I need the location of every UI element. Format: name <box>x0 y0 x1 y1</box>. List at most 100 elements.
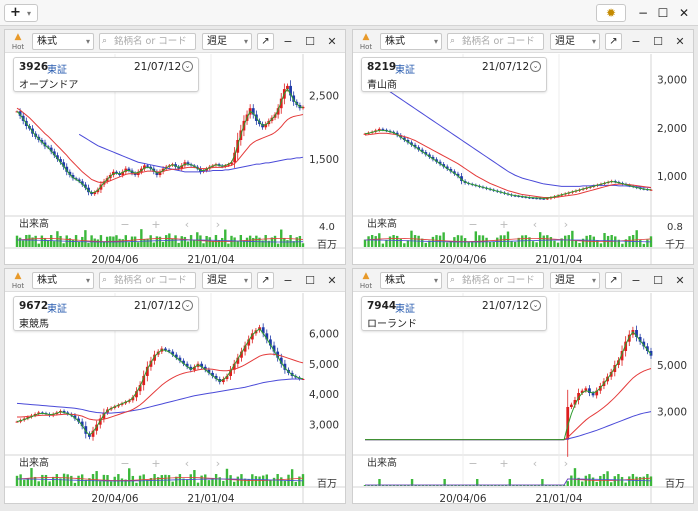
panel-close-button[interactable]: ✕ <box>327 274 337 287</box>
candle-body <box>276 108 280 115</box>
volume-bar <box>472 485 475 486</box>
period-select[interactable]: 週足 ▾ <box>550 272 600 289</box>
add-chart-button[interactable]: + ▾ <box>4 4 38 22</box>
volume-bar <box>560 238 563 247</box>
volume-bar <box>214 474 218 486</box>
volume-bar <box>155 236 159 247</box>
candle-body <box>149 360 153 367</box>
panel-minimize-button[interactable]: − <box>631 35 641 48</box>
hot-icon[interactable]: ▲ Hot <box>359 32 373 51</box>
panel-close-button[interactable]: ✕ <box>327 35 337 48</box>
exchange-label: 東証 <box>395 65 415 76</box>
volume-bar <box>490 485 493 486</box>
volume-bar <box>542 235 545 247</box>
chevron-down-icon[interactable]: ⌄ <box>530 61 541 72</box>
period-select[interactable]: 週足 ▾ <box>550 33 600 50</box>
panel-maximize-button[interactable]: ☐ <box>305 274 315 287</box>
market-select[interactable]: 株式 ▾ <box>32 33 94 50</box>
minimize-window-button[interactable]: − <box>637 6 649 20</box>
panel-minimize-button[interactable]: − <box>631 274 641 287</box>
volume-bar <box>218 477 221 486</box>
price-chart[interactable]: 6,000 5,000 4,000 3,000 百万 20/04/06 21/01/04 出来… <box>5 293 346 504</box>
volume-bar <box>613 476 616 486</box>
volume-bar <box>442 232 445 247</box>
volume-bar <box>245 237 249 247</box>
maximize-window-button[interactable]: ☐ <box>657 6 669 20</box>
volume-bar <box>549 237 553 247</box>
volume-bar <box>531 241 535 247</box>
chevron-down-icon[interactable]: ⌄ <box>530 300 541 311</box>
price-chart[interactable]: 3,000 2,000 1,000 0.8 千万 20/04/06 21/01/04 出来高 −… <box>353 54 694 265</box>
volume-bar <box>649 476 653 486</box>
stock-info-box: 9672 東証 21/07/12 ⌄ 東競馬 <box>13 296 199 331</box>
period-select[interactable]: 週足 ▾ <box>202 33 252 50</box>
candle-body <box>230 162 233 165</box>
volume-bar <box>124 235 128 247</box>
close-window-button[interactable]: ✕ <box>678 6 690 20</box>
candle-body <box>93 192 97 195</box>
market-select[interactable]: 株式 ▾ <box>380 33 442 50</box>
price-chart[interactable]: 5,000 3,000 百万 20/04/06 21/01/04 出来高 − + ‹ › <box>353 293 694 504</box>
volume-bar <box>44 474 48 486</box>
hot-icon[interactable]: ▲ Hot <box>11 271 25 290</box>
volume-bar <box>552 485 555 486</box>
candle-body <box>410 142 413 145</box>
volume-bar <box>381 485 385 486</box>
panel-minimize-button[interactable]: − <box>283 35 293 48</box>
volume-bar <box>443 479 446 486</box>
chevron-down-icon[interactable]: ⌄ <box>182 61 193 72</box>
hot-icon[interactable]: ▲ Hot <box>11 32 25 51</box>
candle-body <box>189 366 193 370</box>
volume-bar <box>217 240 221 247</box>
candle-body <box>283 363 287 370</box>
chevron-down-icon[interactable]: ⌄ <box>182 300 193 311</box>
volume-bar <box>196 482 200 486</box>
candle-body <box>251 108 255 115</box>
candle-body <box>174 354 178 358</box>
stock-info-box: 7944 東証 21/07/12 ⌄ ローランド <box>361 296 547 331</box>
candle-body <box>178 357 182 361</box>
volume-bar <box>77 241 81 247</box>
volume-bar <box>571 230 574 247</box>
search-icon: ⌕ <box>102 275 108 285</box>
search-input[interactable]: ⌕ 銘柄名 or コード <box>99 272 196 289</box>
panel-maximize-button[interactable]: ☐ <box>653 274 663 287</box>
chart-nav-icon: › <box>564 218 568 231</box>
panel-close-button[interactable]: ✕ <box>675 35 685 48</box>
candle-body <box>167 350 171 352</box>
volume-bar <box>526 485 530 486</box>
volume-bar <box>254 476 258 486</box>
settings-button[interactable]: ✹ <box>596 4 626 22</box>
period-select[interactable]: 週足 ▾ <box>202 272 252 289</box>
hot-icon[interactable]: ▲ Hot <box>359 271 373 290</box>
expand-arrow-icon[interactable]: ↗ <box>605 272 622 289</box>
panel-maximize-button[interactable]: ☐ <box>653 35 663 48</box>
expand-arrow-icon[interactable]: ↗ <box>605 33 622 50</box>
volume-bar <box>46 240 50 247</box>
expand-arrow-icon[interactable]: ↗ <box>257 272 274 289</box>
y-tick-label: 5,000 <box>657 360 687 372</box>
volume-bar <box>185 479 189 486</box>
panel-maximize-button[interactable]: ☐ <box>305 35 315 48</box>
search-input[interactable]: ⌕ 銘柄名 or コード <box>447 33 544 50</box>
market-select[interactable]: 株式 ▾ <box>380 272 442 289</box>
volume-bar <box>501 485 504 486</box>
market-select[interactable]: 株式 ▾ <box>32 272 94 289</box>
candle-body <box>146 165 149 167</box>
market-select-label: 株式 <box>37 36 57 47</box>
panel-minimize-button[interactable]: − <box>283 274 293 287</box>
expand-arrow-icon[interactable]: ↗ <box>257 33 274 50</box>
volume-bar <box>421 238 424 247</box>
search-input[interactable]: ⌕ 銘柄名 or コード <box>447 272 544 289</box>
volume-bar <box>591 477 595 486</box>
volume-bar <box>515 485 519 486</box>
volume-bar <box>403 485 407 486</box>
search-input[interactable]: ⌕ 銘柄名 or コード <box>99 33 196 50</box>
price-chart[interactable]: 2,500 1,500 4.0 百万 20/04/06 21/01/04 出来高 − + ‹ › <box>5 54 346 265</box>
panel-close-button[interactable]: ✕ <box>675 274 685 287</box>
volume-bar <box>99 235 103 247</box>
volume-bar <box>236 476 240 486</box>
y-tick-label: 1,500 <box>309 154 339 166</box>
market-select-label: 株式 <box>385 36 405 47</box>
chevron-down-icon: ▾ <box>85 276 90 285</box>
